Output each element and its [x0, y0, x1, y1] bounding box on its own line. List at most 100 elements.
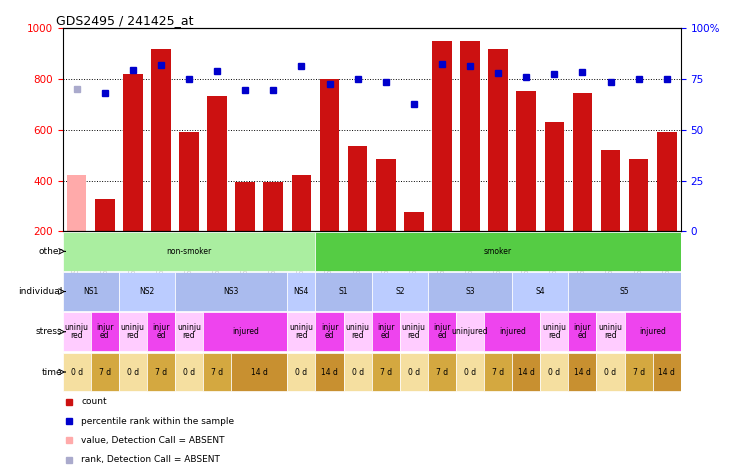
Bar [287, 312, 316, 351]
Bar [400, 353, 428, 392]
Bar [91, 353, 118, 392]
Bar [123, 74, 143, 231]
Text: smoker: smoker [484, 247, 512, 256]
Text: stress: stress [36, 327, 63, 336]
Text: injur
ed: injur ed [573, 323, 591, 340]
Bar [175, 312, 203, 351]
Bar [653, 353, 681, 392]
Text: 0 d: 0 d [464, 367, 476, 376]
Bar [316, 312, 344, 351]
Bar [596, 353, 625, 392]
Bar [175, 272, 287, 311]
Text: S2: S2 [395, 287, 405, 296]
Text: injur
ed: injur ed [377, 323, 394, 340]
Bar [147, 312, 175, 351]
Text: NS4: NS4 [294, 287, 309, 296]
Text: time: time [42, 367, 63, 376]
Text: GDS2495 / 241425_at: GDS2495 / 241425_at [57, 14, 194, 27]
Text: 0 d: 0 d [548, 367, 560, 376]
Text: value, Detection Call = ABSENT: value, Detection Call = ABSENT [81, 436, 224, 445]
Bar [601, 150, 620, 231]
Text: S3: S3 [465, 287, 475, 296]
Bar [344, 312, 372, 351]
Bar [545, 122, 565, 231]
Bar [400, 312, 428, 351]
Text: 7 d: 7 d [492, 367, 504, 376]
Bar [319, 79, 339, 231]
Bar [376, 159, 395, 231]
Text: NS1: NS1 [83, 287, 99, 296]
Text: NS3: NS3 [224, 287, 239, 296]
Bar [517, 91, 536, 231]
Bar [573, 93, 592, 231]
Text: 0 d: 0 d [295, 367, 308, 376]
Text: 7 d: 7 d [436, 367, 448, 376]
Text: uninju
red: uninju red [542, 323, 566, 340]
Text: uninju
red: uninju red [121, 323, 145, 340]
Bar [568, 272, 681, 311]
Text: uninju
red: uninju red [598, 323, 623, 340]
Text: NS2: NS2 [139, 287, 155, 296]
Bar [287, 353, 316, 392]
Bar [203, 312, 287, 351]
Text: injur
ed: injur ed [321, 323, 339, 340]
Text: 0 d: 0 d [183, 367, 195, 376]
Bar [151, 49, 171, 231]
Text: percentile rank within the sample: percentile rank within the sample [81, 417, 234, 426]
Bar [203, 353, 231, 392]
Text: 14 d: 14 d [658, 367, 675, 376]
Text: 14 d: 14 d [518, 367, 534, 376]
Bar [63, 232, 316, 271]
Text: injured: injured [640, 327, 666, 336]
Bar [372, 272, 428, 311]
Bar [428, 272, 512, 311]
Bar [456, 353, 484, 392]
Bar [568, 353, 596, 392]
Text: 14 d: 14 d [251, 367, 268, 376]
Bar [540, 353, 568, 392]
Text: uninju
red: uninju red [65, 323, 88, 340]
Text: uninju
red: uninju red [402, 323, 426, 340]
Bar [625, 312, 681, 351]
Text: injur
ed: injur ed [152, 323, 170, 340]
Text: injured: injured [499, 327, 526, 336]
Text: 7 d: 7 d [211, 367, 223, 376]
Text: other: other [38, 247, 63, 256]
Bar [484, 312, 540, 351]
Bar [208, 96, 227, 231]
Bar [63, 353, 91, 392]
Text: uninjured: uninjured [452, 327, 489, 336]
Text: non-smoker: non-smoker [166, 247, 212, 256]
Bar [484, 353, 512, 392]
Bar [91, 312, 118, 351]
Bar [63, 272, 118, 311]
Text: 0 d: 0 d [71, 367, 82, 376]
Bar [512, 272, 568, 311]
Bar [428, 353, 456, 392]
Text: uninju
red: uninju red [177, 323, 201, 340]
Bar [95, 199, 115, 231]
Text: 0 d: 0 d [127, 367, 139, 376]
Text: injured: injured [232, 327, 258, 336]
Text: 7 d: 7 d [99, 367, 111, 376]
Text: count: count [81, 397, 107, 406]
Bar [231, 353, 287, 392]
Text: 14 d: 14 d [574, 367, 591, 376]
Bar [488, 49, 508, 231]
Text: 7 d: 7 d [155, 367, 167, 376]
Bar [316, 272, 372, 311]
Bar [625, 353, 653, 392]
Bar [512, 353, 540, 392]
Bar [118, 312, 147, 351]
Bar [118, 353, 147, 392]
Bar [596, 312, 625, 351]
Text: injur
ed: injur ed [96, 323, 113, 340]
Bar [67, 175, 86, 231]
Text: individual: individual [18, 287, 63, 296]
Bar [629, 159, 648, 231]
Text: uninju
red: uninju red [346, 323, 369, 340]
Bar [344, 353, 372, 392]
Bar [179, 132, 199, 231]
Bar [428, 312, 456, 351]
Bar [316, 232, 681, 271]
